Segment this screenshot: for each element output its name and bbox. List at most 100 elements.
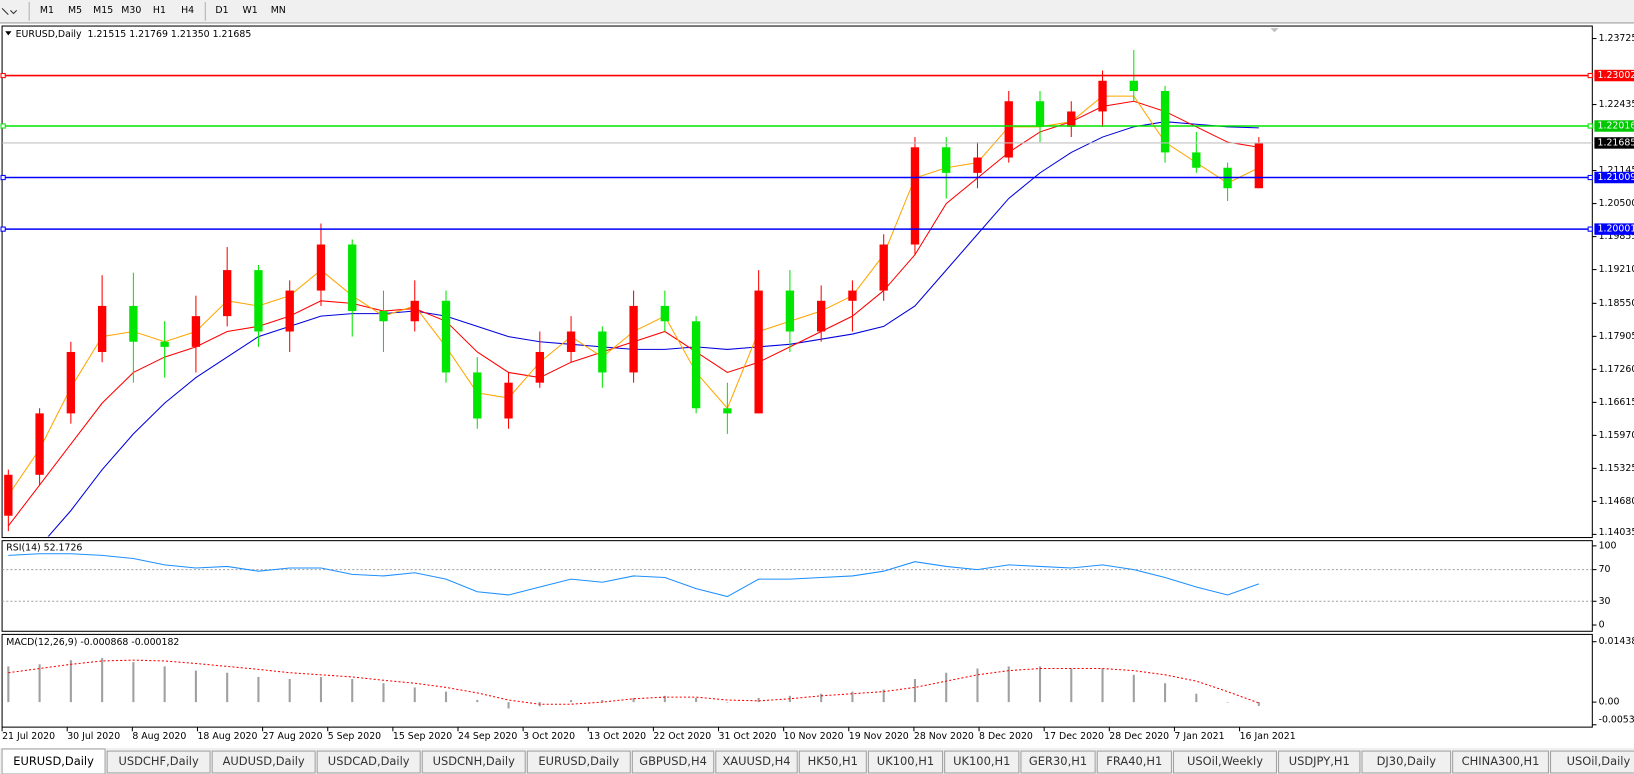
tab-label[interactable]: USDJPY,H1 bbox=[1289, 754, 1350, 768]
tab-label[interactable]: GBPUSD,H4 bbox=[639, 754, 707, 768]
tab[interactable] bbox=[1361, 750, 1452, 774]
y-tick-label: 100 bbox=[1599, 540, 1617, 551]
y-tick-label: 0.014384 bbox=[1599, 636, 1634, 647]
timeframe-button[interactable]: M5 bbox=[68, 5, 82, 16]
y-tick-label: 0 bbox=[1599, 620, 1605, 631]
tab[interactable] bbox=[106, 750, 211, 774]
level-label-box bbox=[1594, 120, 1634, 132]
tab[interactable] bbox=[1172, 750, 1277, 774]
tab-label[interactable]: HK50,H1 bbox=[808, 754, 858, 768]
x-tick-label: 3 Oct 2020 bbox=[523, 731, 575, 742]
toolbar-icon[interactable] bbox=[1, 7, 18, 15]
timeframe-button[interactable]: M1 bbox=[40, 5, 54, 16]
tab-label[interactable]: GER30,H1 bbox=[1029, 754, 1087, 768]
timeframe-button[interactable]: D1 bbox=[215, 5, 228, 16]
tab-label[interactable]: EURUSD,Daily bbox=[538, 754, 619, 768]
timeframe-button[interactable]: MN bbox=[271, 5, 286, 16]
tab-label[interactable]: USOil,Daily bbox=[1567, 754, 1631, 768]
y-tick-label: 1.15325 bbox=[1599, 463, 1634, 474]
candle-body bbox=[848, 290, 857, 301]
level-handle bbox=[0, 226, 6, 232]
tab[interactable] bbox=[1278, 750, 1361, 774]
tab[interactable] bbox=[211, 750, 316, 774]
timeframe-button[interactable]: M15 bbox=[93, 5, 113, 16]
level-label-box bbox=[1594, 223, 1634, 235]
timeframe-button[interactable]: W1 bbox=[242, 5, 257, 16]
tab[interactable] bbox=[526, 750, 631, 774]
x-tick-label: 22 Oct 2020 bbox=[653, 731, 711, 742]
tab[interactable] bbox=[1550, 750, 1634, 774]
macd-bar bbox=[38, 664, 41, 703]
y-tick-label: 1.14035 bbox=[1599, 527, 1634, 538]
tab[interactable] bbox=[631, 750, 715, 774]
y-tick-label: 1.21145 bbox=[1599, 165, 1634, 176]
main-panel bbox=[1, 25, 1593, 539]
x-tick-label: 16 Jan 2021 bbox=[1240, 731, 1296, 742]
tab[interactable] bbox=[798, 750, 867, 774]
x-tick-label: 27 Aug 2020 bbox=[263, 731, 323, 742]
x-tick-label: 21 Jul 2020 bbox=[2, 731, 55, 742]
tab-label[interactable]: AUDUSD,Daily bbox=[223, 754, 305, 768]
tab[interactable] bbox=[1096, 750, 1172, 774]
candle-body bbox=[348, 244, 357, 312]
tab-label[interactable]: UK100,H1 bbox=[877, 754, 934, 768]
tab-label[interactable]: UK100,H1 bbox=[953, 754, 1010, 768]
candle-body bbox=[379, 311, 388, 322]
tab-label[interactable]: EURUSD,Daily bbox=[13, 754, 94, 768]
macd-bar bbox=[132, 662, 135, 703]
tab[interactable] bbox=[715, 750, 798, 774]
level-label-box bbox=[1594, 171, 1634, 184]
level-handle bbox=[0, 123, 6, 129]
tab[interactable] bbox=[421, 750, 526, 774]
x-tick-label: 8 Aug 2020 bbox=[132, 731, 186, 742]
timeframe-button[interactable]: H4 bbox=[181, 5, 194, 16]
x-tick-label: 30 Jul 2020 bbox=[67, 731, 120, 742]
timeframe-button[interactable]: M30 bbox=[121, 5, 141, 16]
x-tick-label: 10 Nov 2020 bbox=[784, 731, 844, 742]
macd-signal bbox=[8, 659, 1260, 705]
tab-label[interactable]: USDCHF,Daily bbox=[118, 754, 199, 768]
macd-bar bbox=[1195, 693, 1198, 703]
x-tick-label: 28 Dec 2020 bbox=[1109, 731, 1169, 742]
macd-bar bbox=[976, 668, 979, 703]
candle-body bbox=[410, 300, 419, 322]
candle-body bbox=[535, 351, 544, 383]
candle-body bbox=[1254, 143, 1264, 189]
macd-bar bbox=[851, 691, 854, 703]
x-tick-label: 5 Sep 2020 bbox=[328, 731, 381, 742]
candle-body bbox=[191, 316, 201, 347]
x-tick-label: 31 Oct 2020 bbox=[719, 731, 777, 742]
tab-label[interactable]: FRA40,H1 bbox=[1106, 754, 1162, 768]
macd-bar bbox=[413, 687, 416, 703]
tab-label[interactable]: XAUUSD,H4 bbox=[722, 754, 790, 768]
shift-marker bbox=[1270, 28, 1279, 33]
tab[interactable] bbox=[1, 748, 106, 774]
tab-label[interactable]: DJ30,Daily bbox=[1377, 754, 1437, 768]
candle-body bbox=[254, 270, 263, 332]
macd-panel bbox=[1, 633, 1593, 728]
tab[interactable] bbox=[867, 750, 944, 774]
price-plot bbox=[2, 50, 1593, 537]
level-label: 1.21685 bbox=[1598, 137, 1634, 148]
tab[interactable] bbox=[316, 750, 421, 774]
macd-bar bbox=[1132, 674, 1135, 703]
tab-label[interactable]: CHINA300,H1 bbox=[1462, 754, 1540, 768]
level-label: 1.21009 bbox=[1598, 172, 1634, 183]
y-tick-label: 1.23725 bbox=[1599, 33, 1634, 44]
candle-body bbox=[4, 474, 13, 516]
tab-label[interactable]: USDCAD,Daily bbox=[328, 754, 410, 768]
tab-label[interactable]: USOil,Weekly bbox=[1187, 754, 1263, 768]
panel-menu-arrow[interactable] bbox=[5, 31, 12, 36]
macd-bar bbox=[319, 676, 323, 703]
candle-body bbox=[629, 305, 638, 373]
tab[interactable] bbox=[944, 750, 1020, 774]
x-tick-label: 13 Oct 2020 bbox=[588, 731, 646, 742]
candle-body bbox=[817, 300, 826, 332]
tab-label[interactable]: USDCNH,Daily bbox=[433, 754, 516, 768]
timeframe-button[interactable]: H1 bbox=[153, 5, 166, 16]
tab[interactable] bbox=[1020, 750, 1096, 774]
tab[interactable] bbox=[1452, 750, 1549, 774]
candle-body bbox=[223, 270, 232, 317]
macd-bar bbox=[695, 697, 698, 703]
